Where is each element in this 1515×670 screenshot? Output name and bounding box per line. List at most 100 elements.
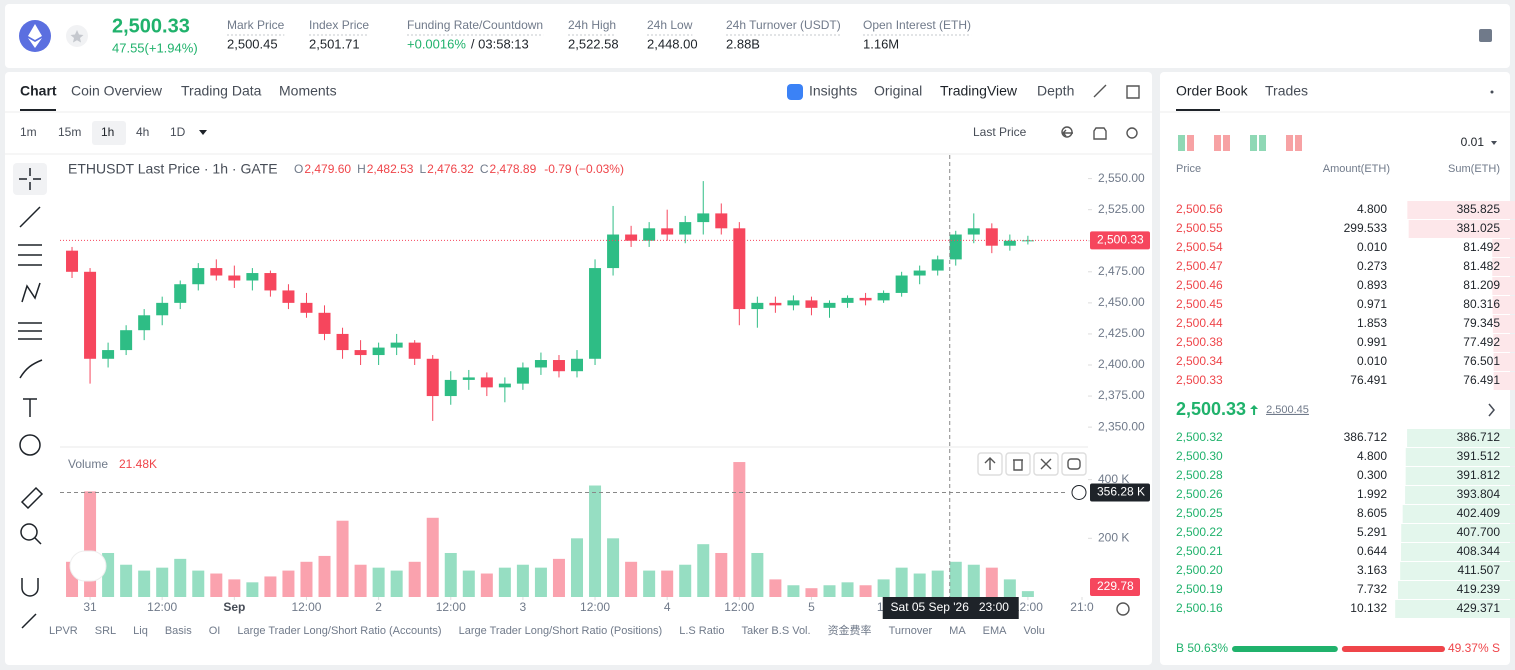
interval[interactable]: 1h xyxy=(101,125,114,139)
indicator[interactable]: MA xyxy=(949,625,966,637)
stat-value: 2,448.00 xyxy=(647,36,698,51)
volume-bar xyxy=(1003,579,1016,597)
volume-bar xyxy=(246,582,259,597)
book-sum: 381.025 xyxy=(1457,221,1501,235)
depth-bar xyxy=(1395,600,1515,618)
indicator[interactable]: L.S Ratio xyxy=(679,625,724,637)
candle-body xyxy=(697,213,710,223)
ohlc-key: H xyxy=(357,162,366,176)
interval[interactable]: 4h xyxy=(136,125,149,139)
book-amount: 1.992 xyxy=(1357,487,1387,501)
book-amount: 0.010 xyxy=(1357,354,1387,368)
depth-bar xyxy=(1492,315,1515,333)
candle-body xyxy=(751,302,764,310)
ohlc-key: O xyxy=(294,162,303,176)
volume-bar xyxy=(120,564,133,597)
x-tick-label: 21:0 xyxy=(1070,600,1094,614)
book-view[interactable] xyxy=(1259,135,1266,151)
indicator[interactable]: 资金费率 xyxy=(828,623,872,637)
indicator[interactable]: Taker B.S Vol. xyxy=(741,625,810,637)
price-type[interactable]: Last Price xyxy=(973,125,1027,139)
indicator[interactable]: Liq xyxy=(133,625,148,637)
book-view[interactable] xyxy=(1286,135,1293,151)
depth-bar xyxy=(1400,562,1515,580)
book-icon[interactable] xyxy=(1479,29,1492,42)
interval[interactable]: 1m xyxy=(20,125,37,139)
indicator[interactable]: EMA xyxy=(983,625,1008,637)
chart-tab[interactable]: Trading Data xyxy=(181,83,262,99)
book-price: 2,500.26 xyxy=(1176,487,1223,501)
volume-bar xyxy=(715,552,728,597)
candle-body xyxy=(931,259,944,271)
chart-tab[interactable]: Chart xyxy=(20,83,57,99)
chart-tab[interactable]: Coin Overview xyxy=(71,83,163,99)
indicator[interactable]: Volu xyxy=(1024,625,1045,637)
volume-bar xyxy=(895,567,908,597)
indicator[interactable]: Turnover xyxy=(889,625,933,637)
candle-body xyxy=(534,360,547,368)
book-price: 2,500.44 xyxy=(1176,316,1223,330)
volume-bar xyxy=(318,555,331,597)
interval[interactable]: 15m xyxy=(58,125,81,139)
countdown: / 03:58:13 xyxy=(471,36,529,51)
ohlc-key: C xyxy=(480,162,489,176)
view-tab[interactable]: Depth xyxy=(1037,83,1074,99)
book-price: 2,500.19 xyxy=(1176,582,1223,596)
candle-body xyxy=(1003,240,1016,246)
book-view[interactable] xyxy=(1223,135,1230,151)
candle-body xyxy=(210,268,223,276)
chart-tab[interactable]: Moments xyxy=(279,83,337,99)
book-view[interactable] xyxy=(1295,135,1302,151)
candle-body xyxy=(715,213,728,229)
stat-value: 2,501.71 xyxy=(309,36,360,51)
indicator[interactable]: Large Trader Long/Short Ratio (Accounts) xyxy=(237,625,441,637)
view-tab[interactable]: Insights xyxy=(809,83,857,99)
x-tick-label: 12:00 xyxy=(436,600,466,614)
candle-body xyxy=(66,250,79,272)
candle-body xyxy=(589,268,602,359)
indicator[interactable]: LPVR xyxy=(49,625,78,637)
book-tab[interactable]: Order Book xyxy=(1176,83,1249,99)
volume-bar xyxy=(877,579,890,597)
volume-title: Volume xyxy=(68,457,108,471)
depth-bar xyxy=(1401,543,1515,561)
volume-bar xyxy=(282,570,295,597)
volume-bar xyxy=(534,567,547,597)
indicator[interactable]: Large Trader Long/Short Ratio (Positions… xyxy=(459,625,663,637)
pane-controls[interactable] xyxy=(977,84,1140,616)
candle-body xyxy=(733,228,746,310)
crosshair-plus[interactable] xyxy=(1071,484,1087,500)
book-price: 2,500.55 xyxy=(1176,221,1223,235)
candle-body xyxy=(336,333,349,351)
stat-value: 2.88B xyxy=(726,36,760,51)
book-view[interactable] xyxy=(1187,135,1194,151)
volume-bar xyxy=(967,564,980,597)
interval[interactable]: 1D xyxy=(170,125,186,139)
indicator[interactable]: SRL xyxy=(95,625,116,637)
stat-label: Index Price xyxy=(309,18,369,32)
active-tab-underline xyxy=(20,109,56,111)
book-sum: 408.344 xyxy=(1457,544,1501,558)
stat-label: Open Interest (ETH) xyxy=(863,18,971,32)
precision[interactable]: 0.01 xyxy=(1461,135,1485,149)
book-tab[interactable]: Trades xyxy=(1265,83,1308,99)
view-tab[interactable]: Original xyxy=(874,83,922,99)
tv-logo xyxy=(69,550,107,582)
current-price-tag xyxy=(1090,231,1150,250)
book-view[interactable] xyxy=(1250,135,1257,151)
x-tick-label: 2 xyxy=(375,600,382,614)
x-tick-label: 12:00 xyxy=(580,600,610,614)
candle-body xyxy=(661,228,674,235)
book-view[interactable] xyxy=(1214,135,1221,151)
book-amount: 0.991 xyxy=(1357,335,1387,349)
candle-body xyxy=(282,290,295,303)
indicator[interactable]: Basis xyxy=(165,625,192,637)
book-view[interactable] xyxy=(1178,135,1185,151)
depth-bar xyxy=(1493,353,1515,371)
volume-bar xyxy=(931,570,944,597)
indicator[interactable]: OI xyxy=(209,625,221,637)
volume-bar xyxy=(480,573,493,597)
view-tab[interactable]: TradingView xyxy=(940,83,1018,99)
depth-bar xyxy=(1401,524,1515,542)
